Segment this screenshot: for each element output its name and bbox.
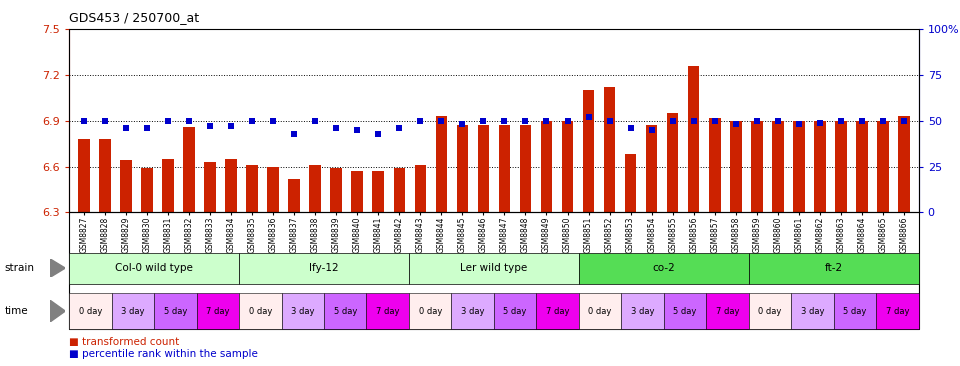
Text: 5 day: 5 day — [843, 307, 867, 315]
Bar — [267, 167, 279, 212]
Polygon shape — [50, 300, 65, 322]
Bar — [835, 121, 847, 212]
Bar — [519, 125, 531, 212]
Text: Ler wild type: Ler wild type — [460, 263, 528, 273]
Text: 3 day: 3 day — [461, 307, 485, 315]
Bar — [141, 168, 153, 212]
Text: 7 day: 7 day — [546, 307, 569, 315]
Bar — [625, 154, 636, 212]
Bar — [204, 162, 216, 212]
Text: 0 day: 0 day — [249, 307, 272, 315]
Bar — [372, 171, 384, 212]
Bar — [877, 121, 889, 212]
Bar — [351, 171, 363, 212]
Bar — [540, 121, 552, 212]
Bar — [394, 168, 405, 212]
Text: 3 day: 3 day — [801, 307, 825, 315]
Text: ■ transformed count: ■ transformed count — [69, 337, 180, 347]
Text: Col-0 wild type: Col-0 wild type — [115, 263, 193, 273]
Bar — [330, 168, 342, 212]
Bar — [751, 121, 762, 212]
Text: 3 day: 3 day — [631, 307, 655, 315]
Bar — [667, 113, 679, 212]
Bar — [899, 116, 910, 212]
Bar — [604, 87, 615, 212]
Text: 7 day: 7 day — [376, 307, 399, 315]
Bar — [646, 125, 658, 212]
Bar — [183, 127, 195, 212]
Text: GDS453 / 250700_at: GDS453 / 250700_at — [69, 11, 200, 24]
Text: 5 day: 5 day — [333, 307, 357, 315]
Text: 0 day: 0 day — [79, 307, 102, 315]
Polygon shape — [50, 259, 65, 277]
Bar — [498, 125, 510, 212]
Bar — [99, 139, 110, 212]
Bar — [226, 159, 237, 212]
Bar — [436, 116, 447, 212]
Bar — [247, 165, 258, 212]
Text: 3 day: 3 day — [291, 307, 315, 315]
Text: 3 day: 3 day — [121, 307, 145, 315]
Bar — [562, 121, 573, 212]
Text: strain: strain — [5, 263, 35, 273]
Bar — [78, 139, 89, 212]
Bar — [708, 118, 721, 212]
Text: 5 day: 5 day — [673, 307, 697, 315]
Text: time: time — [5, 306, 29, 316]
Bar — [457, 125, 468, 212]
Bar — [688, 66, 700, 212]
Bar — [814, 121, 826, 212]
Bar — [772, 121, 783, 212]
Text: 0 day: 0 day — [419, 307, 442, 315]
Bar — [415, 165, 426, 212]
Bar — [309, 165, 321, 212]
Bar — [583, 90, 594, 212]
Bar — [288, 179, 300, 212]
Text: ft-2: ft-2 — [825, 263, 843, 273]
Bar — [478, 125, 490, 212]
Text: lfy-12: lfy-12 — [309, 263, 339, 273]
Text: 7 day: 7 day — [716, 307, 739, 315]
Text: 5 day: 5 day — [163, 307, 187, 315]
Bar — [162, 159, 174, 212]
Text: 0 day: 0 day — [588, 307, 612, 315]
Text: 7 day: 7 day — [886, 307, 909, 315]
Bar — [793, 121, 804, 212]
Bar — [120, 160, 132, 212]
Bar — [856, 121, 868, 212]
Text: 0 day: 0 day — [758, 307, 781, 315]
Text: 5 day: 5 day — [503, 307, 527, 315]
Bar — [730, 121, 741, 212]
Text: 7 day: 7 day — [206, 307, 229, 315]
Text: ■ percentile rank within the sample: ■ percentile rank within the sample — [69, 349, 258, 359]
Text: co-2: co-2 — [653, 263, 675, 273]
